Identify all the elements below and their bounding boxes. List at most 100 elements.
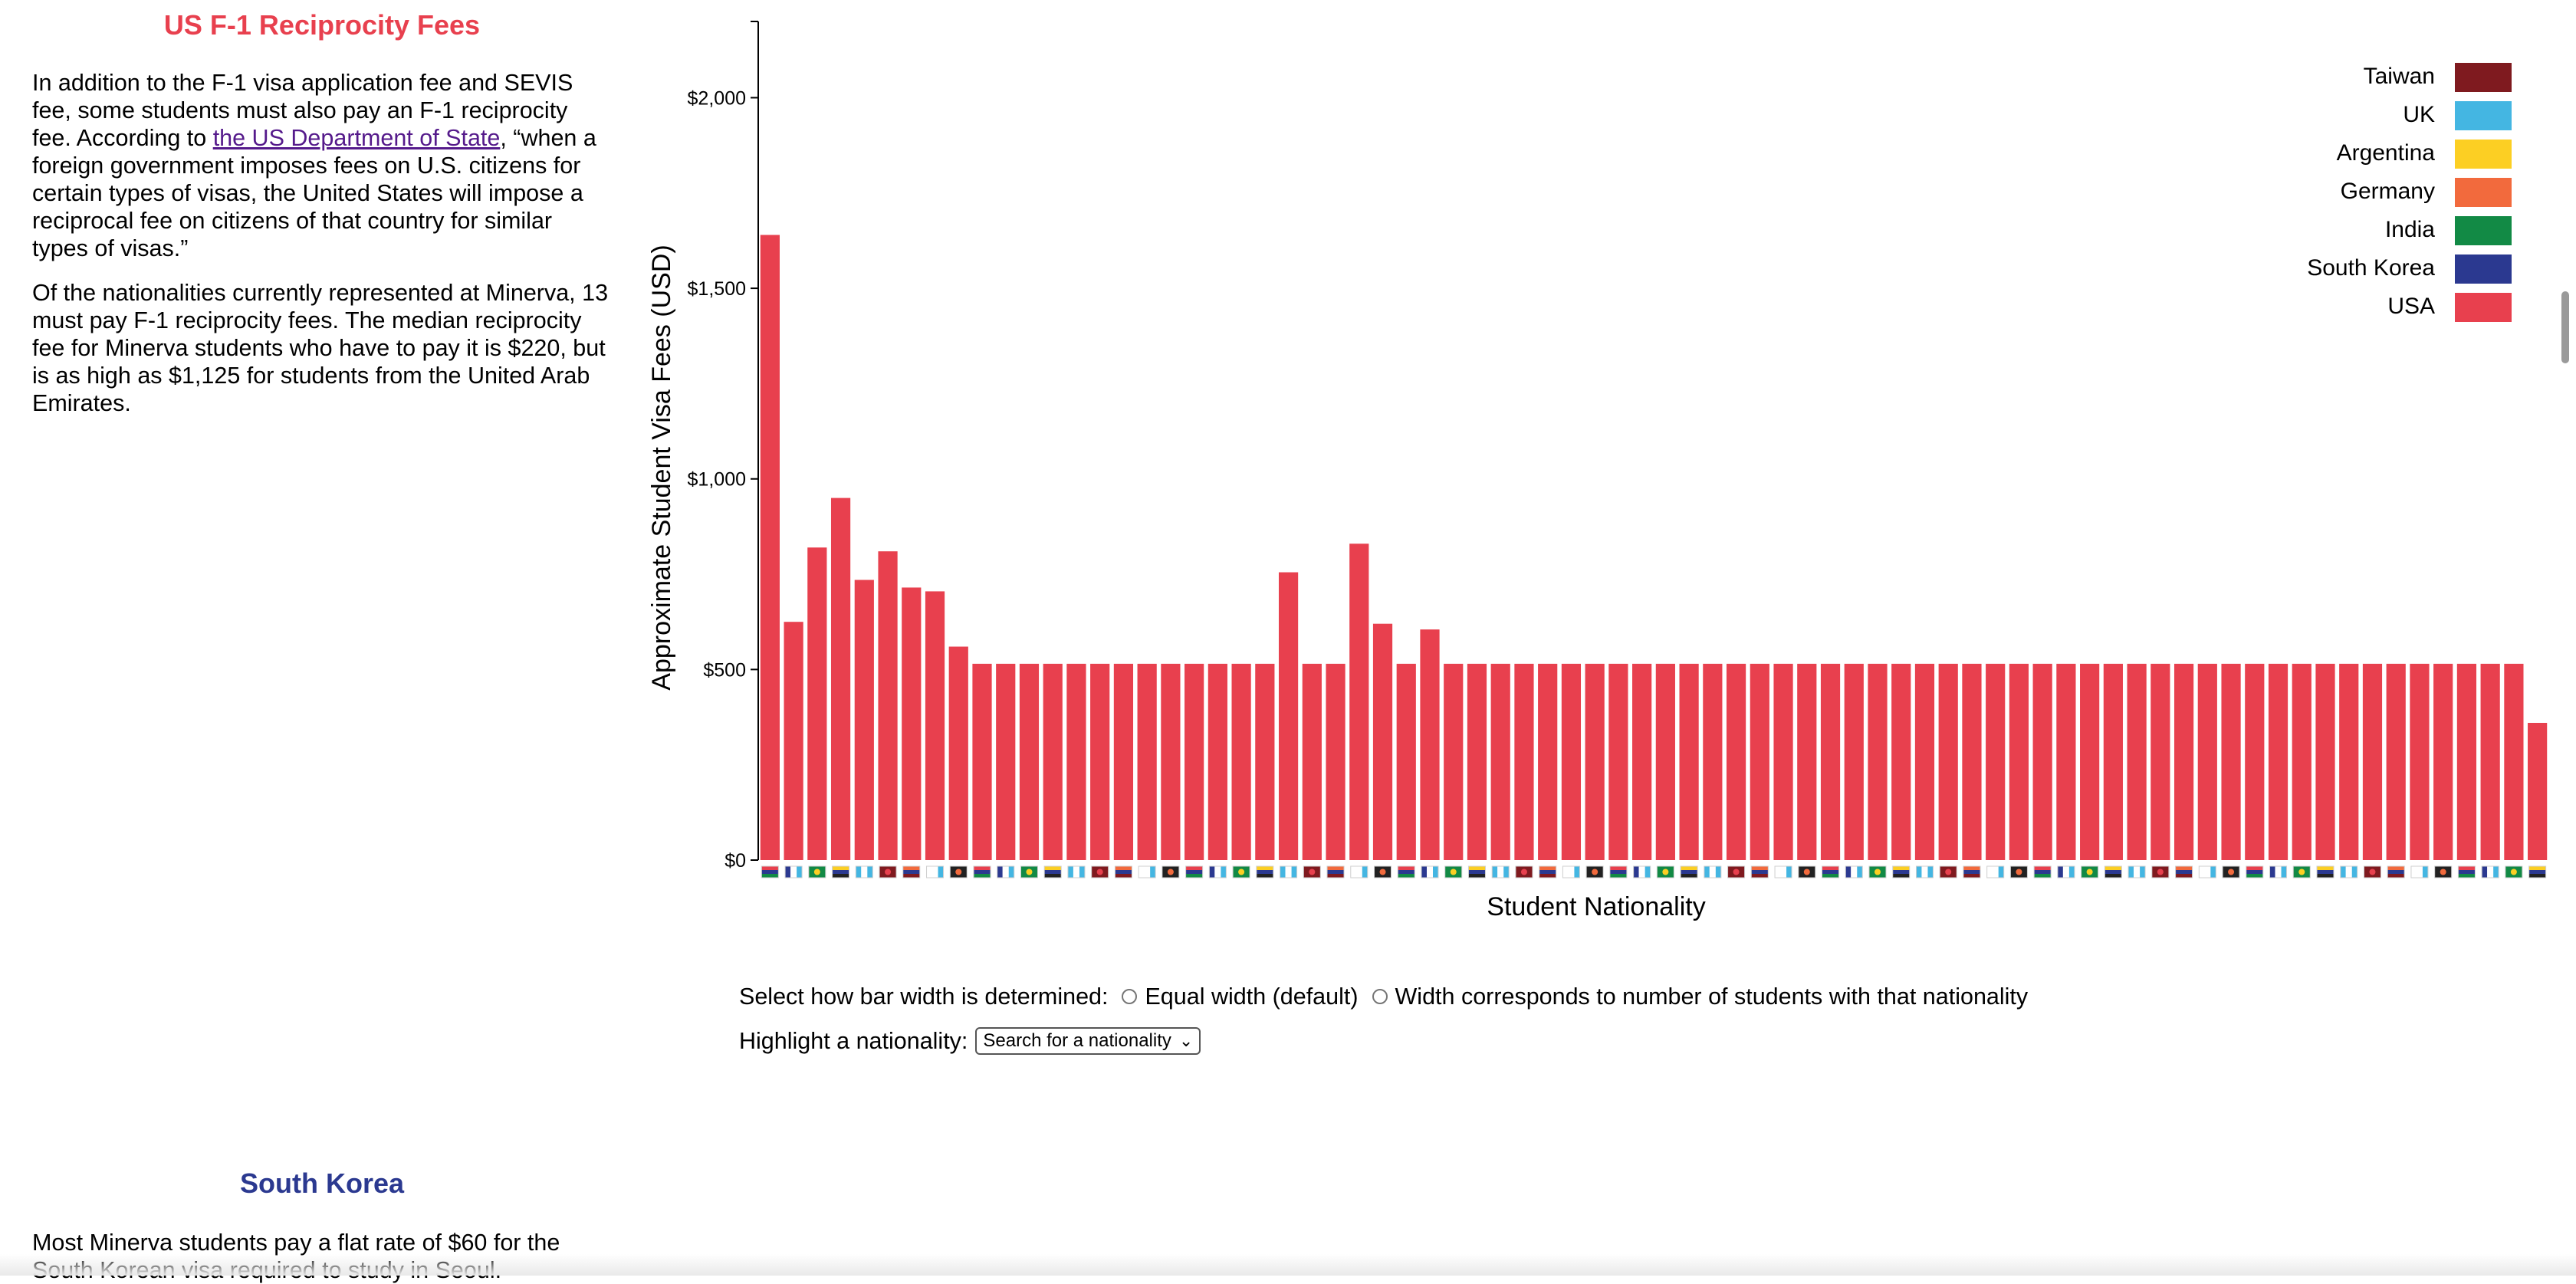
bar[interactable] xyxy=(1326,663,1346,860)
bar[interactable] xyxy=(1797,663,1817,860)
bar[interactable] xyxy=(830,498,851,860)
bar[interactable] xyxy=(1726,663,1746,860)
bar[interactable] xyxy=(1962,663,1982,860)
bar[interactable] xyxy=(1231,663,1251,860)
bar[interactable] xyxy=(1986,663,2006,860)
bar[interactable] xyxy=(1019,663,1040,860)
bar[interactable] xyxy=(2056,663,2076,860)
flag-border xyxy=(1868,865,1887,878)
flag-stripe xyxy=(1539,870,1556,874)
bar[interactable] xyxy=(784,622,803,860)
bar[interactable] xyxy=(2315,663,2335,860)
bar[interactable] xyxy=(1773,663,1793,860)
equal-width-radio[interactable] xyxy=(1122,989,1138,1004)
bar[interactable] xyxy=(1420,629,1440,860)
bar[interactable] xyxy=(1891,663,1911,860)
bar[interactable] xyxy=(1137,663,1157,860)
equal-width-label[interactable]: Equal width (default) xyxy=(1145,983,1359,1010)
bar[interactable] xyxy=(948,646,968,860)
bar[interactable] xyxy=(1632,663,1652,860)
bar[interactable] xyxy=(2456,663,2477,860)
scrollbar-thumb[interactable] xyxy=(2561,291,2569,363)
flag-border xyxy=(2246,865,2264,878)
bar[interactable] xyxy=(2032,663,2052,860)
bar[interactable] xyxy=(2528,722,2548,860)
bar[interactable] xyxy=(1444,663,1464,860)
flag-stripe xyxy=(1362,866,1368,878)
bar[interactable] xyxy=(2504,663,2524,860)
student-width-label[interactable]: Width corresponds to number of students … xyxy=(1395,983,2029,1010)
bar[interactable] xyxy=(1349,543,1369,860)
bar[interactable] xyxy=(2386,663,2406,860)
flag-border xyxy=(1208,865,1227,878)
bar[interactable] xyxy=(1490,663,1510,860)
bar[interactable] xyxy=(2339,663,2359,860)
bar[interactable] xyxy=(2480,663,2500,860)
bar[interactable] xyxy=(1844,663,1864,860)
bar[interactable] xyxy=(2268,663,2288,860)
bar[interactable] xyxy=(2245,663,2265,860)
bar[interactable] xyxy=(1868,663,1888,860)
bar[interactable] xyxy=(878,551,898,860)
bar[interactable] xyxy=(996,663,1016,860)
flag-stripe xyxy=(1256,874,1273,878)
state-department-link[interactable]: the US Department of State xyxy=(212,125,501,151)
bar[interactable] xyxy=(1679,663,1699,860)
bar[interactable] xyxy=(1538,663,1558,860)
bar[interactable] xyxy=(2080,663,2100,860)
flag-stripe xyxy=(1280,866,1286,878)
bar[interactable] xyxy=(1914,663,1935,860)
bar[interactable] xyxy=(2103,663,2123,860)
bar[interactable] xyxy=(1561,663,1582,860)
bar[interactable] xyxy=(1703,663,1723,860)
bar[interactable] xyxy=(1066,663,1086,860)
bar[interactable] xyxy=(1161,663,1181,860)
flag-icon xyxy=(1397,865,1415,878)
flag-stripe xyxy=(2275,866,2282,878)
bar[interactable] xyxy=(760,235,780,860)
bar[interactable] xyxy=(1467,663,1487,860)
bar[interactable] xyxy=(1090,663,1110,860)
bar[interactable] xyxy=(807,547,827,860)
bar[interactable] xyxy=(925,591,945,860)
bar-group[interactable] xyxy=(760,235,2548,860)
bar[interactable] xyxy=(2150,663,2170,860)
bar[interactable] xyxy=(972,663,992,860)
bar[interactable] xyxy=(1514,663,1534,860)
student-width-radio[interactable] xyxy=(1372,989,1388,1004)
bar[interactable] xyxy=(2362,663,2383,860)
bar[interactable] xyxy=(2197,663,2217,860)
bar[interactable] xyxy=(2221,663,2241,860)
bar[interactable] xyxy=(1750,663,1769,860)
bar[interactable] xyxy=(2127,663,2147,860)
flag-border xyxy=(1444,865,1463,878)
bar[interactable] xyxy=(854,580,874,860)
bar[interactable] xyxy=(1372,623,1393,860)
visa-fee-bar-chart: $0 $500 $1,000 $1,500 $2,000 Taiwan UK Argenti… xyxy=(647,21,2548,921)
bar[interactable] xyxy=(1113,663,1134,860)
bar[interactable] xyxy=(1255,663,1275,860)
flag-border xyxy=(1491,865,1510,878)
nationality-select[interactable]: Search for a nationality ⌄ xyxy=(975,1027,1201,1055)
bar[interactable] xyxy=(2009,663,2029,860)
flag-emblem xyxy=(955,869,962,875)
bar[interactable] xyxy=(1820,663,1841,860)
bar[interactable] xyxy=(1608,663,1628,860)
flag-icon xyxy=(832,865,850,878)
bar[interactable] xyxy=(1302,663,1322,860)
bar[interactable] xyxy=(2410,663,2430,860)
bar[interactable] xyxy=(1585,663,1605,860)
bar[interactable] xyxy=(1938,663,1958,860)
bar[interactable] xyxy=(1208,663,1227,860)
bar[interactable] xyxy=(1655,663,1675,860)
bar[interactable] xyxy=(1043,663,1063,860)
flag-stripe xyxy=(797,866,803,878)
bar[interactable] xyxy=(2433,663,2453,860)
bar[interactable] xyxy=(1278,572,1299,860)
bar[interactable] xyxy=(1396,663,1416,860)
bar[interactable] xyxy=(2174,663,2194,860)
bar[interactable] xyxy=(1184,663,1204,860)
bar[interactable] xyxy=(2292,663,2312,860)
flag-border xyxy=(1845,865,1863,878)
bar[interactable] xyxy=(902,587,922,860)
